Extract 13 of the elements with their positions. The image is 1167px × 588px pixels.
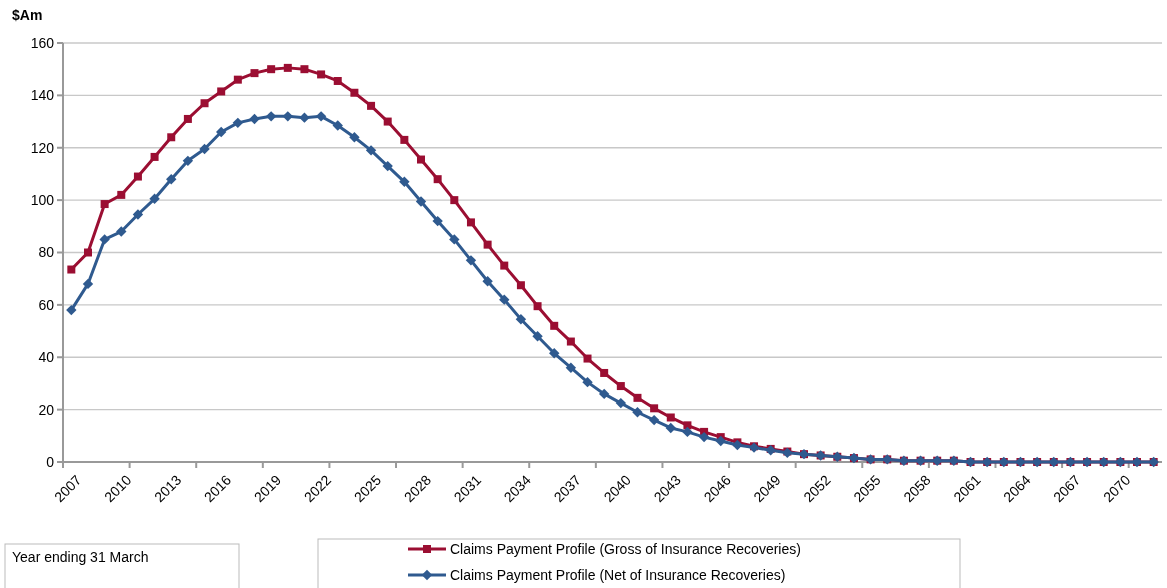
y-tick-label: 40 <box>38 349 55 366</box>
y-tick-label: 120 <box>30 139 55 156</box>
x-axis-title: Year ending 31 March <box>12 549 149 565</box>
y-tick-label: 0 <box>46 453 55 470</box>
y-tick-label: 80 <box>38 244 55 261</box>
y-tick-label: 160 <box>30 34 55 51</box>
y-axis-title: $Am <box>12 7 43 23</box>
legend-label: Claims Payment Profile (Net of Insurance Recoveries) <box>450 566 786 583</box>
y-tick-label: 100 <box>30 192 55 209</box>
y-tick-label: 140 <box>30 87 55 104</box>
legend-label: Claims Payment Profile (Gross of Insurance Recoveries) <box>450 540 801 557</box>
y-tick-label: 20 <box>38 401 55 418</box>
y-tick-label: 60 <box>38 296 55 313</box>
